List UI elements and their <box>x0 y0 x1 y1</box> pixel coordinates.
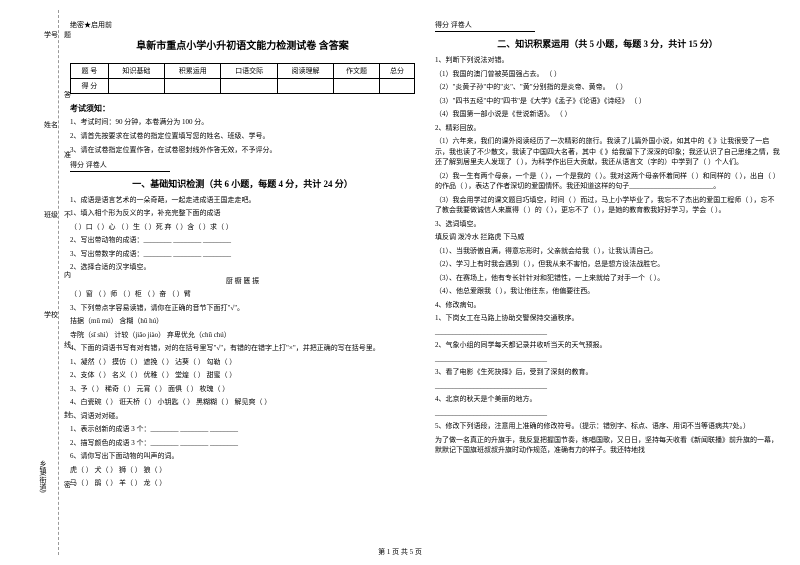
seal-mark: 不 <box>64 210 71 220</box>
answer-line[interactable]: 4、白瓷碗（ ） 诳天桥（ ） 小钥匙（ ） 黑糊糊（ ） 解见爽（ ） <box>70 397 415 408</box>
score-table: 题 号 知识基础 积累运用 口语交际 阅读理解 作文题 总分 得 分 <box>70 63 415 94</box>
question: 6、请你写出下面动物的叫声的词。 <box>70 451 415 462</box>
score-label: 得分 评卷人 <box>435 20 472 30</box>
side-label-class: 班级 <box>44 210 58 220</box>
seal-mark: 线 <box>64 340 71 350</box>
score-label: 得分 评卷人 <box>70 160 107 170</box>
passage[interactable]: 为了做一名真正的升旗手，我反复把握国节奏，练唱国歌，又日日，坚持每天收看《新闻联… <box>435 435 780 456</box>
answer-line[interactable]: 2、描写颜色的成语 3 个：________ ________ ________ <box>70 438 415 449</box>
sub-question: 1、下岗女工在马路上协助交警保持交通秩序。 <box>435 313 780 324</box>
question: 4、下面的词语书写有对有错，对的在括号里写"√"，有错的在错字上打"×"，并把正… <box>70 343 415 354</box>
notice-item: 2、请首先按要求在试卷的指定位置填写您的姓名、班级、学号。 <box>70 131 415 142</box>
answer-blank[interactable]: ________________________________ <box>435 327 780 338</box>
score-cell[interactable] <box>108 79 164 94</box>
side-label-id: 学号 <box>44 30 58 40</box>
sub-question[interactable]: 3、写出带数字的成语：________ ________ ________ <box>70 249 415 260</box>
section-1-title: 一、基础知识检测（共 6 小题，每题 4 分，共计 24 分） <box>70 177 415 190</box>
answer-line[interactable]: 3、予（ ） 稀奇（ ） 元宵（ ） 面俱（ ） 枚瑰（ ） <box>70 384 415 395</box>
col-header: 阅读理解 <box>277 64 333 79</box>
left-column: 绝密★启用前 阜新市重点小学小升初语文能力检测试卷 含答案 题 号 知识基础 积… <box>70 20 415 489</box>
col-header: 作文题 <box>334 64 380 79</box>
col-header: 口语交际 <box>221 64 277 79</box>
answer-blank[interactable]: ________________________________ <box>435 408 780 419</box>
seal-mark: 答 <box>64 90 71 100</box>
question: 2、选择合适的汉字填空。 <box>70 262 415 273</box>
answer-line[interactable]: （1）我国的澳门曾被英国强占去。 （ ） <box>435 69 780 80</box>
answer-line[interactable]: 寺院（sī shì） 计较（jiǎo jiào） 弃卑优允（chū chú） <box>70 330 415 341</box>
page-footer: 第 1 页 共 5 页 <box>0 547 800 557</box>
sub-question: 2、气象小组的同学每天都记录并收听当天的天气预报。 <box>435 340 780 351</box>
answer-line[interactable]: （2）我一生有两个母亲，一个是（ ），一个是我的（ ）。我对这两个母亲怀着同样（… <box>435 171 780 192</box>
table-row: 得 分 <box>71 79 415 94</box>
answer-line[interactable]: （3）我会用学过的课文题目巧填空，时间（ ）而过，马上小学毕业了，我忘不了杰出的… <box>435 195 780 216</box>
answer-blank[interactable]: ________________________________ <box>435 381 780 392</box>
score-cell[interactable] <box>277 79 333 94</box>
score-cell[interactable] <box>165 79 221 94</box>
answer-line[interactable]: （2）、学习上有时我会遇到（ ），但我从来不害怕，总是想方设法战胜它。 <box>435 259 780 270</box>
answer-line[interactable]: （ ）口（ ）心 （ ）生（ ）死 弃（ ）含（ ）求（ ） <box>70 222 415 233</box>
page-content: 绝密★启用前 阜新市重点小学小升初语文能力检测试卷 含答案 题 号 知识基础 积… <box>0 0 800 509</box>
notice-heading: 考试须知： <box>70 103 415 114</box>
col-header: 总分 <box>379 64 414 79</box>
sub-question: 3、看了电影《生死抉择》后，受到了深刻的教育。 <box>435 367 780 378</box>
section-score-row: 得分 评卷人 <box>435 20 535 32</box>
answer-line[interactable]: （ ）窗 （ ）师 （ ）柜 （ ）奋 （ ）臂 <box>70 289 415 300</box>
side-label-school: 学校 <box>44 310 58 320</box>
question: 1、成语是语言艺术的一朵奇葩，一起走进成语王国走走吧。 <box>70 195 415 206</box>
answer-line[interactable]: 2、支体（ ） 名义（ ） 优稚（ ） 堂煌（ ） 甜蜜（ ） <box>70 370 415 381</box>
question: 3、下列带点字容易读错，请你在正确的音节下面打"√"。 <box>70 303 415 314</box>
char-options: 厨 橱 匮 振 <box>70 276 415 287</box>
side-label-name: 姓名 <box>44 120 58 130</box>
right-column: 得分 评卷人 二、知识积累运用（共 5 小题，每题 3 分，共计 15 分） 1… <box>435 20 780 489</box>
answer-line[interactable]: （3）"四书五经"中的"四书"是《大学》《孟子》《论语》《诗经》 （ ） <box>435 96 780 107</box>
binding-margin: 学号 姓名 班级 学校 乡镇(街道) 题 答 准 不 内 线 封 密 <box>20 20 60 540</box>
answer-line[interactable]: 马（ ） 鹃（ ） 羊（ ） 龙（ ） <box>70 478 415 489</box>
notice-item: 3、请在试卷指定位置作答，在试卷密封线外作答无效，不予评分。 <box>70 145 415 156</box>
answer-line[interactable]: （3）、在赛场上，他有专长针针对和犯错性，一上来就给了对手一个（ ）。 <box>435 273 780 284</box>
question: 4、修改病句。 <box>435 300 780 311</box>
sub-question: 4、北京的秋天是个美丽的地方。 <box>435 394 780 405</box>
word-options: 填反调 泼冷水 拦路虎 下马威 <box>435 232 780 243</box>
question: 3、选词填空。 <box>435 219 780 230</box>
answer-blank[interactable]: ________________________________ <box>435 354 780 365</box>
question: 1、判断下列说法对错。 <box>435 55 780 66</box>
seal-mark: 封 <box>64 410 71 420</box>
side-label-town: 乡镇(街道) <box>38 460 48 493</box>
score-cell[interactable] <box>379 79 414 94</box>
score-cell[interactable] <box>334 79 380 94</box>
answer-line[interactable]: 1、凝然（ ） 摸仿（ ） 遮挽（ ） 沾葵（ ） 勾勒（ ） <box>70 357 415 368</box>
answer-line[interactable]: （4）我国第一部小说是《世说新语》。 （ ） <box>435 109 780 120</box>
sub-question: 1、填入相个形为反义的字，补充完整下面的成语 <box>70 208 415 219</box>
table-row: 题 号 知识基础 积累运用 口语交际 阅读理解 作文题 总分 <box>71 64 415 79</box>
question: 2、精彩回放。 <box>435 123 780 134</box>
question: 5、词语对对碰。 <box>70 411 415 422</box>
notice-item: 1、考试时间：90 分钟，本卷满分为 100 分。 <box>70 117 415 128</box>
seal-mark: 题 <box>64 30 71 40</box>
answer-line[interactable]: （1）六年来，我们的课外阅读经历了一次精彩的旅行。我读了儿篇外国小说，如其中的《… <box>435 136 780 168</box>
answer-line[interactable]: （2）"炎黄子孙"中的"炎"、"黄"分别指的是炎帝、黄帝。 （ ） <box>435 82 780 93</box>
seal-mark: 密 <box>64 480 71 490</box>
answer-line[interactable]: 拮据（mū mú） 含糊（hū hú） <box>70 316 415 327</box>
section-score-row: 得分 评卷人 <box>70 160 170 172</box>
col-header: 知识基础 <box>108 64 164 79</box>
answer-line[interactable]: （1）、当我骄傲自满，得意忘形时，父亲就会给我（ ），让我认清自己。 <box>435 246 780 257</box>
col-header: 题 号 <box>71 64 109 79</box>
answer-line[interactable]: 1、表示创新的成语 3 个：________ ________ ________ <box>70 424 415 435</box>
sub-question[interactable]: 2、写出带动物的成语：________ ________ ________ <box>70 235 415 246</box>
exam-title: 阜新市重点小学小升初语文能力检测试卷 含答案 <box>70 37 415 52</box>
seal-mark: 准 <box>64 150 71 160</box>
question: 5、修改下列语段，注意用上准确的修改符号。（提示：错别字、标点、语序、用词不当等… <box>435 421 780 432</box>
answer-line[interactable]: 虎（ ） 犬（ ） 狮（ ） 狼（ ） <box>70 465 415 476</box>
section-2-title: 二、知识积累运用（共 5 小题，每题 3 分，共计 15 分） <box>435 37 780 50</box>
answer-line[interactable]: （4）、他总爱跟我（ ），我让他往东，他偏要往西。 <box>435 286 780 297</box>
confidential-label: 绝密★启用前 <box>70 20 415 30</box>
score-cell[interactable] <box>221 79 277 94</box>
seal-mark: 内 <box>64 270 71 280</box>
col-header: 积累运用 <box>165 64 221 79</box>
row-label: 得 分 <box>71 79 109 94</box>
